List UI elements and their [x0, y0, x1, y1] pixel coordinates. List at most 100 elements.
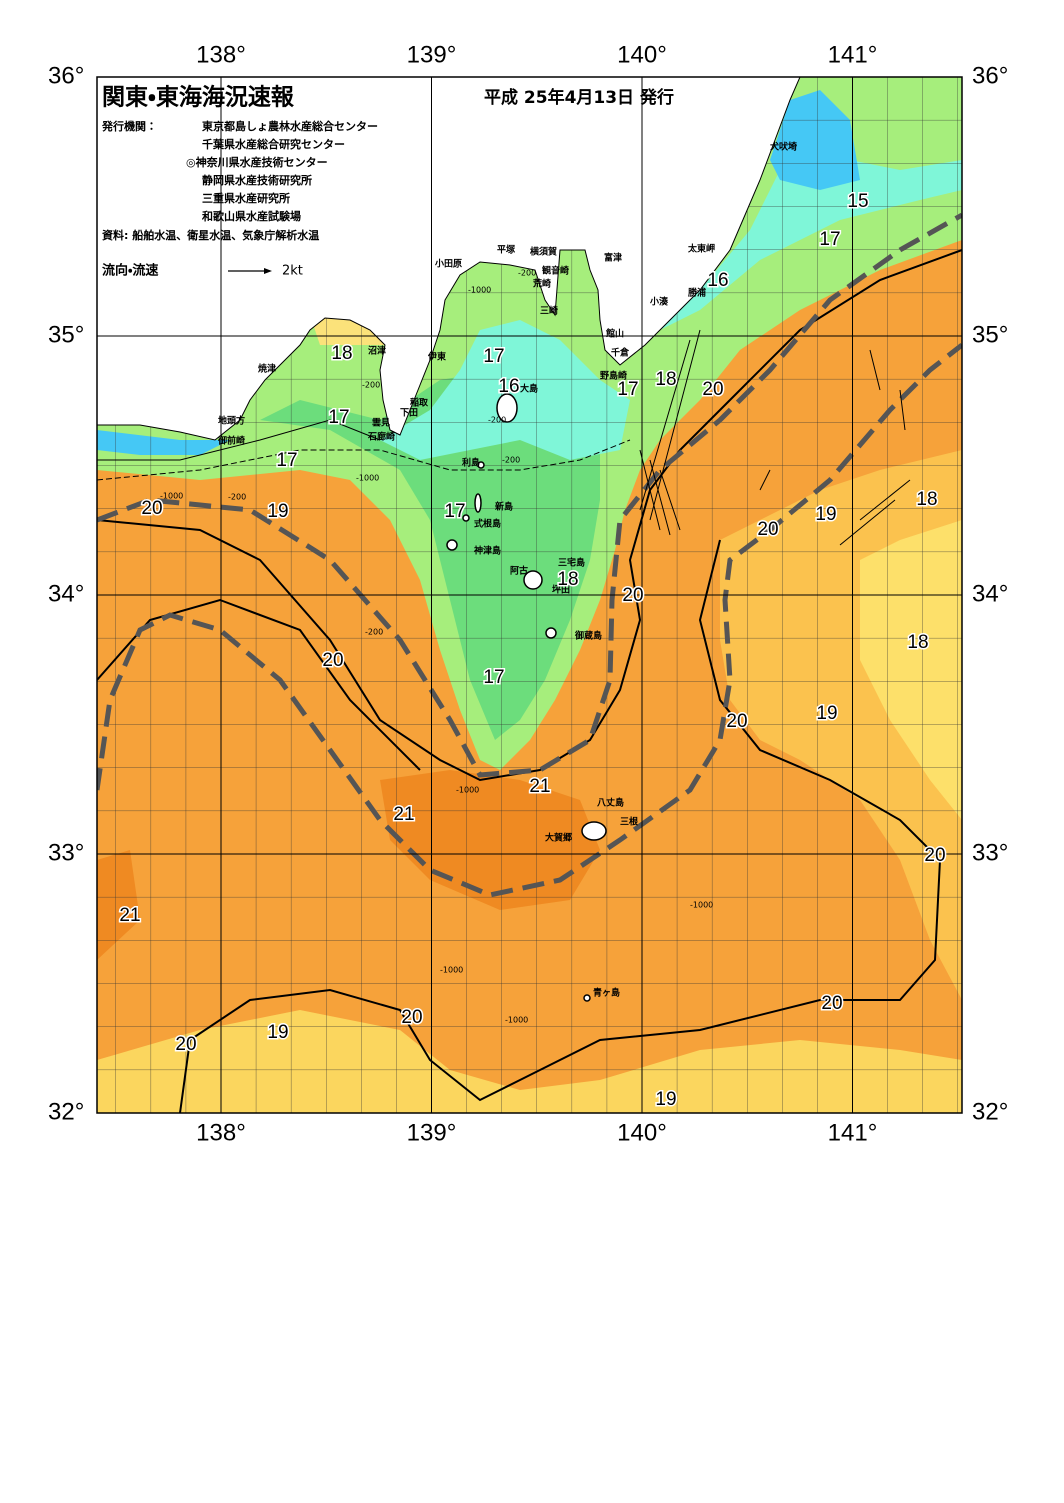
place-name: 富津 [604, 252, 622, 264]
place-name: 八丈島 [597, 797, 624, 809]
current-arrow [649, 329, 701, 521]
agency: 東京都島しょ農林水産総合センター [202, 119, 378, 133]
isotherm-label: 20 [821, 993, 842, 1014]
place-name: 千倉 [611, 347, 630, 359]
depth-label: -1000 [468, 286, 491, 295]
depth-label: -200 [362, 381, 380, 390]
place-name: 太東岬 [687, 243, 715, 255]
zone-19-south [97, 1010, 962, 1113]
isotherm-label: 20 [702, 379, 723, 400]
isotherm [97, 419, 381, 461]
isotherm-label: 21 [119, 905, 140, 926]
place-name: 大賀郷 [545, 832, 572, 844]
place-name: 阿古 [510, 565, 528, 577]
longitude-label: 138° [196, 1119, 246, 1146]
depth-label: -200 [228, 493, 246, 502]
place-name: 式根島 [474, 518, 501, 530]
depth-label: -1000 [440, 966, 463, 975]
longitude-label: 141° [828, 1119, 878, 1146]
isotherm-label: 17 [819, 229, 840, 250]
depth-label: -200 [518, 269, 536, 278]
isotherm-label: 18 [655, 369, 676, 390]
latitude-label: 34° [48, 580, 84, 607]
isotherm-label: 17 [328, 407, 349, 428]
island [581, 821, 607, 841]
isotherm-label: 16 [498, 376, 519, 397]
depth-label: -1000 [505, 1016, 528, 1025]
isotherm-label: 17 [617, 379, 638, 400]
current-arrow [649, 459, 671, 536]
isotherm-label: 18 [331, 343, 352, 364]
place-name: 焼津 [258, 363, 276, 375]
zone-15-west [97, 430, 230, 455]
latitude-label: 36° [972, 62, 1008, 89]
depth-label: -200 [488, 416, 506, 425]
longitude-label: 139° [407, 41, 457, 68]
agency: 和歌山県水産試験場 [202, 209, 301, 223]
place-name: 三宅島 [558, 557, 585, 569]
latitude-label: 33° [972, 839, 1008, 866]
depth-label: -200 [365, 628, 383, 637]
isotherm-label: 20 [924, 845, 945, 866]
latitude-label: 32° [972, 1098, 1008, 1125]
current-arrow [859, 479, 911, 521]
isotherm-label: 19 [267, 501, 288, 522]
isotherm-label: 19 [815, 504, 836, 525]
isotherm-label: 17 [276, 450, 297, 471]
current-arrow [759, 469, 771, 491]
isotherm-label: 20 [401, 1007, 422, 1028]
isotherm-label: 21 [393, 804, 414, 825]
current-arrow [869, 349, 881, 391]
isotherm-label: 20 [322, 650, 343, 671]
latitude-label: 35° [972, 321, 1008, 348]
isotherm-label: 20 [757, 519, 778, 540]
place-name: 野島崎 [600, 370, 627, 382]
isotherm-label: 19 [655, 1089, 676, 1110]
isotherm-label: 17 [483, 667, 504, 688]
island [477, 461, 485, 469]
place-name: 小湊 [649, 296, 669, 308]
data-source: 資料: 船舶水温、衛星水温、気象庁解析水温 [102, 228, 319, 242]
latitude-label: 33° [48, 839, 84, 866]
longitude-label: 140° [617, 41, 667, 68]
zone-16 [380, 320, 630, 460]
place-name: 平塚 [497, 244, 516, 256]
isotherm-label: 18 [916, 489, 937, 510]
isotherm-label: 18 [557, 569, 578, 590]
isotherm-label: 20 [726, 711, 747, 732]
place-name: 荒崎 [532, 278, 551, 290]
place-name: 沼津 [368, 345, 386, 357]
isotherm [179, 539, 942, 1113]
island [446, 539, 458, 551]
isotherm-label: 21 [529, 776, 550, 797]
isotherm-label: 19 [267, 1022, 288, 1043]
place-name: 三崎 [540, 305, 558, 317]
agency: ◎神奈川県水産技術センター [186, 155, 328, 169]
island [496, 393, 518, 423]
isotherm [97, 249, 962, 782]
legend-arrowhead [264, 268, 272, 274]
depth-label: -200 [502, 456, 520, 465]
current-arrow [839, 499, 896, 546]
depth-label: -1000 [690, 901, 713, 910]
isotherm [97, 439, 631, 481]
isotherm-label: 18 [907, 632, 928, 653]
depth-label: -1000 [356, 474, 379, 483]
depth-label: -1000 [160, 492, 183, 501]
place-name: 神津島 [473, 545, 501, 557]
latitude-label: 36° [48, 62, 84, 89]
kuroshio-path [97, 212, 962, 778]
isotherm-label: 20 [141, 498, 162, 519]
current-legend-label: 流向・流速 [102, 263, 158, 279]
longitude-label: 140° [617, 1119, 667, 1146]
isotherm-label: 20 [622, 585, 643, 606]
place-name: 稲取 [410, 397, 429, 409]
place-name: 勝浦 [688, 287, 706, 299]
current-legend-speed: 2kt [282, 264, 303, 279]
longitude-label: 138° [196, 41, 246, 68]
depth-label: -1000 [456, 786, 479, 795]
place-name: 坪田 [552, 584, 570, 596]
isotherm-label: 17 [444, 501, 465, 522]
zone-17 [260, 370, 600, 740]
